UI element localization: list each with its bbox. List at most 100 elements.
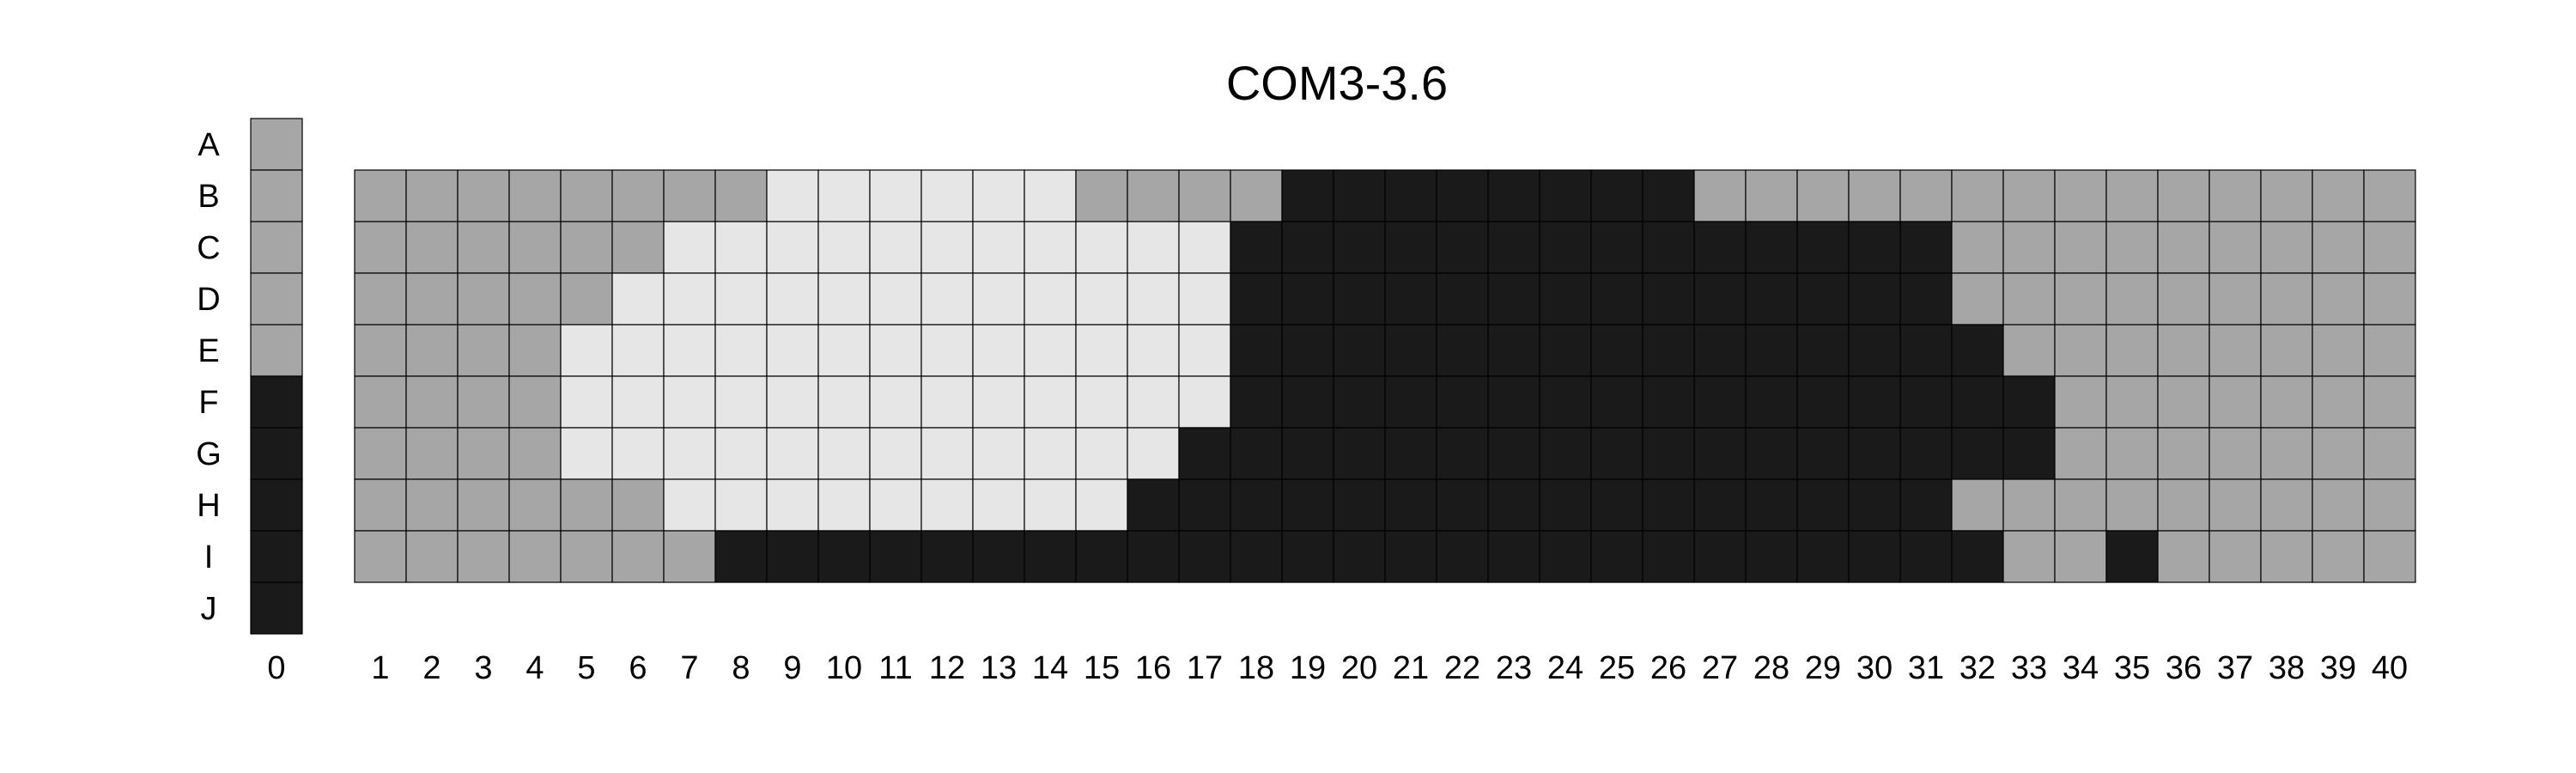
cell-C-10 bbox=[817, 221, 871, 274]
cell-F-9 bbox=[766, 375, 819, 429]
cell-G-1 bbox=[354, 427, 407, 480]
cell-C-39 bbox=[2312, 221, 2365, 274]
cell-G-7 bbox=[663, 427, 716, 480]
cell-H-16 bbox=[1127, 478, 1180, 532]
column-label-28: 28 bbox=[1753, 650, 1789, 686]
cell-B-40 bbox=[2363, 169, 2416, 222]
cell-H-12 bbox=[920, 478, 974, 532]
row-label-G: G bbox=[196, 436, 222, 472]
cell-D-1 bbox=[354, 272, 407, 326]
cell-I-5 bbox=[560, 530, 613, 583]
cell-H-27 bbox=[1693, 478, 1747, 532]
cell-C-31 bbox=[1899, 221, 1953, 274]
cell-C-17 bbox=[1178, 221, 1231, 274]
cell-F-28 bbox=[1745, 375, 1798, 429]
cell-C-36 bbox=[2157, 221, 2210, 274]
cell-F-39 bbox=[2312, 375, 2365, 429]
cell-I-39 bbox=[2312, 530, 2365, 583]
cell-D-6 bbox=[611, 272, 665, 326]
cell-G-37 bbox=[2208, 427, 2262, 480]
cell-C-2 bbox=[405, 221, 459, 274]
cell-G-4 bbox=[508, 427, 562, 480]
cell-D-12 bbox=[920, 272, 974, 326]
cell-E-39 bbox=[2312, 324, 2365, 377]
cell-B-13 bbox=[972, 169, 1025, 222]
cell-I-30 bbox=[1848, 530, 1901, 583]
cell-B-5 bbox=[560, 169, 613, 222]
cell-G-16 bbox=[1127, 427, 1180, 480]
cell-E-0 bbox=[250, 324, 303, 377]
cell-H-25 bbox=[1590, 478, 1643, 532]
cell-B-39 bbox=[2312, 169, 2365, 222]
column-label-40: 40 bbox=[2372, 650, 2408, 686]
cell-B-6 bbox=[611, 169, 665, 222]
cell-F-36 bbox=[2157, 375, 2210, 429]
cell-B-23 bbox=[1487, 169, 1540, 222]
cell-B-30 bbox=[1848, 169, 1901, 222]
cell-I-16 bbox=[1127, 530, 1180, 583]
cell-D-19 bbox=[1281, 272, 1334, 326]
cell-D-4 bbox=[508, 272, 562, 326]
cell-C-24 bbox=[1539, 221, 1592, 274]
cell-B-31 bbox=[1899, 169, 1953, 222]
cell-G-38 bbox=[2260, 427, 2313, 480]
cell-B-33 bbox=[2002, 169, 2056, 222]
cell-F-21 bbox=[1384, 375, 1437, 429]
cell-G-40 bbox=[2363, 427, 2416, 480]
cell-G-31 bbox=[1899, 427, 1953, 480]
cell-D-37 bbox=[2208, 272, 2262, 326]
cell-F-19 bbox=[1281, 375, 1334, 429]
cell-I-33 bbox=[2002, 530, 2056, 583]
cell-I-27 bbox=[1693, 530, 1747, 583]
column-label-27: 27 bbox=[1702, 650, 1738, 686]
cell-H-21 bbox=[1384, 478, 1437, 532]
cell-E-38 bbox=[2260, 324, 2313, 377]
cell-G-18 bbox=[1230, 427, 1283, 480]
cell-F-4 bbox=[508, 375, 562, 429]
cell-F-35 bbox=[2105, 375, 2159, 429]
cell-I-19 bbox=[1281, 530, 1334, 583]
cell-B-4 bbox=[508, 169, 562, 222]
cell-E-15 bbox=[1075, 324, 1128, 377]
cell-H-7 bbox=[663, 478, 716, 532]
cell-G-15 bbox=[1075, 427, 1128, 480]
cell-F-23 bbox=[1487, 375, 1540, 429]
cell-C-28 bbox=[1745, 221, 1798, 274]
cell-I-12 bbox=[920, 530, 974, 583]
cell-C-37 bbox=[2208, 221, 2262, 274]
cell-D-16 bbox=[1127, 272, 1180, 326]
cell-D-20 bbox=[1333, 272, 1386, 326]
cell-B-16 bbox=[1127, 169, 1180, 222]
cell-H-26 bbox=[1642, 478, 1695, 532]
cell-F-3 bbox=[457, 375, 510, 429]
column-label-12: 12 bbox=[929, 650, 965, 686]
column-label-19: 19 bbox=[1290, 650, 1326, 686]
cell-I-6 bbox=[611, 530, 665, 583]
cell-C-0 bbox=[250, 221, 303, 274]
cell-D-10 bbox=[817, 272, 871, 326]
cell-H-34 bbox=[2054, 478, 2107, 532]
cell-C-25 bbox=[1590, 221, 1643, 274]
cell-H-40 bbox=[2363, 478, 2416, 532]
column-label-33: 33 bbox=[2011, 650, 2047, 686]
cell-H-9 bbox=[766, 478, 819, 532]
heatmap-grid bbox=[354, 169, 2416, 583]
cell-B-36 bbox=[2157, 169, 2210, 222]
cell-F-12 bbox=[920, 375, 974, 429]
cell-B-18 bbox=[1230, 169, 1283, 222]
cell-D-8 bbox=[714, 272, 768, 326]
cell-F-10 bbox=[817, 375, 871, 429]
cell-G-29 bbox=[1796, 427, 1850, 480]
cell-G-24 bbox=[1539, 427, 1592, 480]
column-labels: 0 1 2 3 4 5 6 7 8 9 10 11 12 13 14 15 16 17 18 19 20 21 22 23 24… bbox=[267, 650, 2408, 686]
cell-F-1 bbox=[354, 375, 407, 429]
cell-C-18 bbox=[1230, 221, 1283, 274]
cell-G-17 bbox=[1178, 427, 1231, 480]
cell-E-26 bbox=[1642, 324, 1695, 377]
column-label-25: 25 bbox=[1599, 650, 1635, 686]
cell-B-22 bbox=[1436, 169, 1489, 222]
column-label-0: 0 bbox=[267, 650, 285, 686]
cell-D-11 bbox=[869, 272, 922, 326]
cell-I-36 bbox=[2157, 530, 2210, 583]
cell-D-18 bbox=[1230, 272, 1283, 326]
